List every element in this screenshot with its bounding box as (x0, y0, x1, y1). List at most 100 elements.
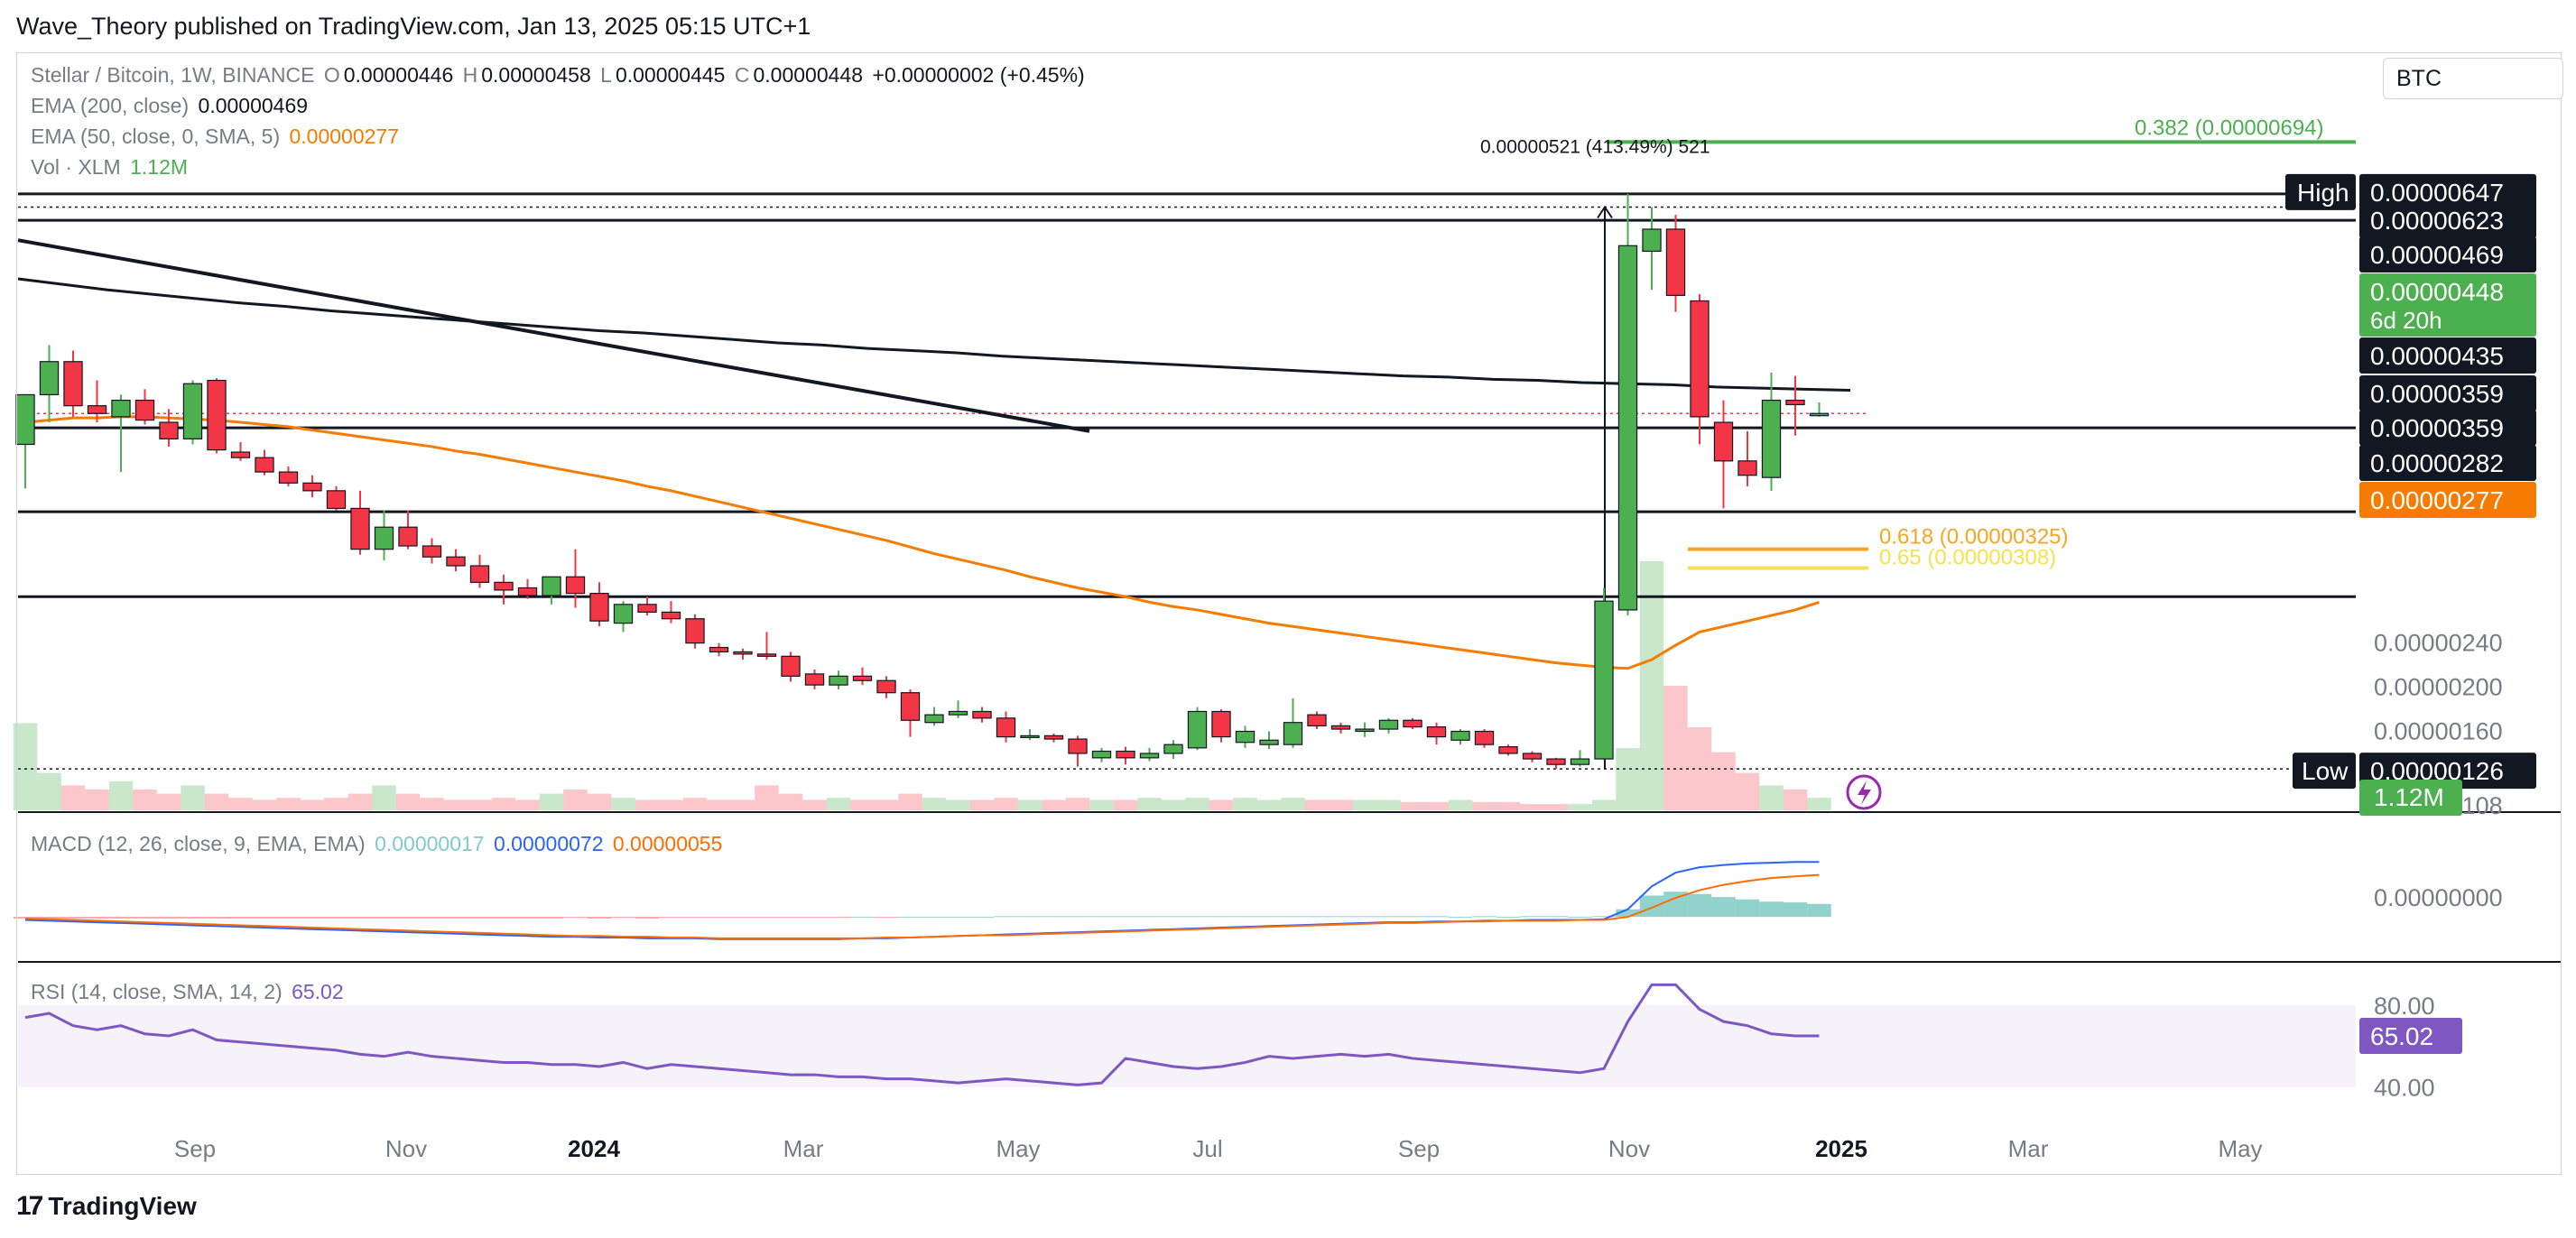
rsi-pane (18, 983, 2356, 1087)
candle (972, 710, 992, 719)
volume-bar (1042, 799, 1066, 810)
volume-bar (252, 799, 277, 810)
high-label: H (462, 63, 478, 87)
macd-hist-bar (1496, 917, 1521, 919)
candle (1378, 719, 1399, 730)
volume-bar (1233, 798, 1257, 810)
candle (1116, 750, 1135, 759)
volume-tag: 1.12M (2359, 780, 2462, 816)
rsi-scale-label: 80.00 (2374, 993, 2435, 1020)
volume-bar (682, 798, 708, 810)
level-tag-469-text: 0.00000469 (2370, 241, 2504, 269)
rsi-value: 65.02 (292, 980, 344, 1003)
publisher-line: Wave_Theory published on TradingView.com… (16, 13, 811, 40)
macd-hist-bar (1209, 916, 1234, 918)
candle (613, 604, 634, 624)
volume-legend[interactable]: Vol · XLM 1.12M (31, 155, 191, 180)
macd-hist-value: 0.00000017 (375, 832, 485, 855)
ema50-line (24, 415, 1820, 670)
macd-hist-bar (1448, 917, 1473, 919)
price-scale-label: 0.00000240 (2374, 630, 2503, 657)
macd-hist-bar (1543, 916, 1569, 918)
volume-bar (13, 723, 38, 810)
candle (1594, 600, 1614, 760)
volume-bar (1543, 804, 1569, 810)
volume-bar (1137, 798, 1162, 810)
measure-arrow (1597, 205, 1613, 219)
candle (517, 587, 538, 596)
ema50-label: EMA (50, close, 0, SMA, 5) (31, 125, 281, 148)
ema50-value: 0.00000277 (289, 125, 400, 148)
ema200-legend[interactable]: EMA (200, close) 0.00000469 (31, 94, 311, 118)
candle (278, 471, 299, 484)
candle (422, 545, 442, 558)
macd-hist-bar (372, 917, 396, 919)
level-tag-359b-text: 0.00000359 (2370, 414, 2504, 442)
price-scale-label: 0.00000160 (2374, 717, 2503, 744)
candle (469, 565, 490, 583)
macd-hist-bar (611, 917, 635, 919)
level-tag-359a: 0.00000359 (2359, 375, 2536, 411)
candle (589, 593, 609, 622)
macd-hist-bar (850, 917, 875, 919)
macd-hist-bar (1161, 916, 1186, 918)
volume-bar (443, 799, 468, 810)
candle (326, 490, 347, 510)
currency-selector[interactable]: BTC (2383, 58, 2563, 99)
macd-hist-bar (1591, 916, 1617, 918)
candle (637, 604, 657, 613)
candle (1355, 728, 1375, 733)
rsi-scale-label: 40.00 (2374, 1075, 2435, 1102)
volume-bar (1089, 799, 1114, 810)
macd-label: MACD (12, 26, close, 9, EMA, EMA) (31, 832, 366, 855)
macd-hist-bar (635, 917, 660, 919)
volume-bar (276, 798, 301, 810)
current-price-tag-bg (2359, 273, 2536, 337)
macd-hist-bar (1256, 916, 1282, 918)
low-label-text: Low (2302, 757, 2349, 785)
volume-bar (60, 785, 86, 810)
candle (446, 556, 466, 567)
macd-hist-bar (300, 917, 325, 919)
candle (1020, 734, 1040, 738)
volume-bar (611, 798, 635, 810)
chart-frame (16, 52, 2562, 1175)
macd-hist-bar (1639, 895, 1664, 918)
level-tag-359a-text: 0.00000359 (2370, 380, 2504, 408)
macd-hist-bar (347, 917, 373, 919)
candle (1235, 730, 1256, 744)
tradingview-logo-icon: 17 (16, 1191, 43, 1221)
x-tick-label: Jul (1192, 1135, 1222, 1162)
candle (1617, 245, 1638, 611)
volume-bar (922, 798, 947, 810)
macd-hist-bar (443, 917, 468, 919)
volume-bar (491, 798, 516, 810)
candle (1139, 753, 1160, 759)
macd-hist-bar (1759, 901, 1784, 918)
volume-bar (587, 793, 612, 810)
macd-hist-bar (1113, 916, 1138, 918)
macd-legend[interactable]: MACD (12, 26, close, 9, EMA, EMA) 0.0000… (31, 832, 726, 856)
tradingview-logo: 17 TradingView (16, 1191, 197, 1222)
volume-bar (802, 799, 827, 810)
fib-65-label: 0.65 (0.00000308) (1879, 545, 2056, 569)
macd-hist-bar (37, 917, 61, 919)
volume-bar (156, 793, 181, 810)
x-tick-label: Nov (385, 1135, 427, 1162)
volume-bar (181, 785, 205, 810)
ema50-tag-text: 0.00000277 (2370, 486, 2504, 514)
ema50-legend[interactable]: EMA (50, close, 0, SMA, 5) 0.00000277 (31, 125, 403, 149)
volume-bar (1568, 804, 1592, 810)
candle (1091, 750, 1112, 759)
candle (350, 507, 370, 550)
macd-hist-bar (587, 917, 612, 919)
macd-hist-bar (707, 917, 731, 919)
rsi-legend[interactable]: RSI (14, close, SMA, 14, 2) 65.02 (31, 980, 347, 1004)
volume-bar (1735, 772, 1760, 810)
candle (1283, 722, 1303, 745)
volume-bar (1448, 799, 1473, 810)
volume-bar (1591, 799, 1617, 810)
level-tag-469-bg (2359, 236, 2536, 273)
